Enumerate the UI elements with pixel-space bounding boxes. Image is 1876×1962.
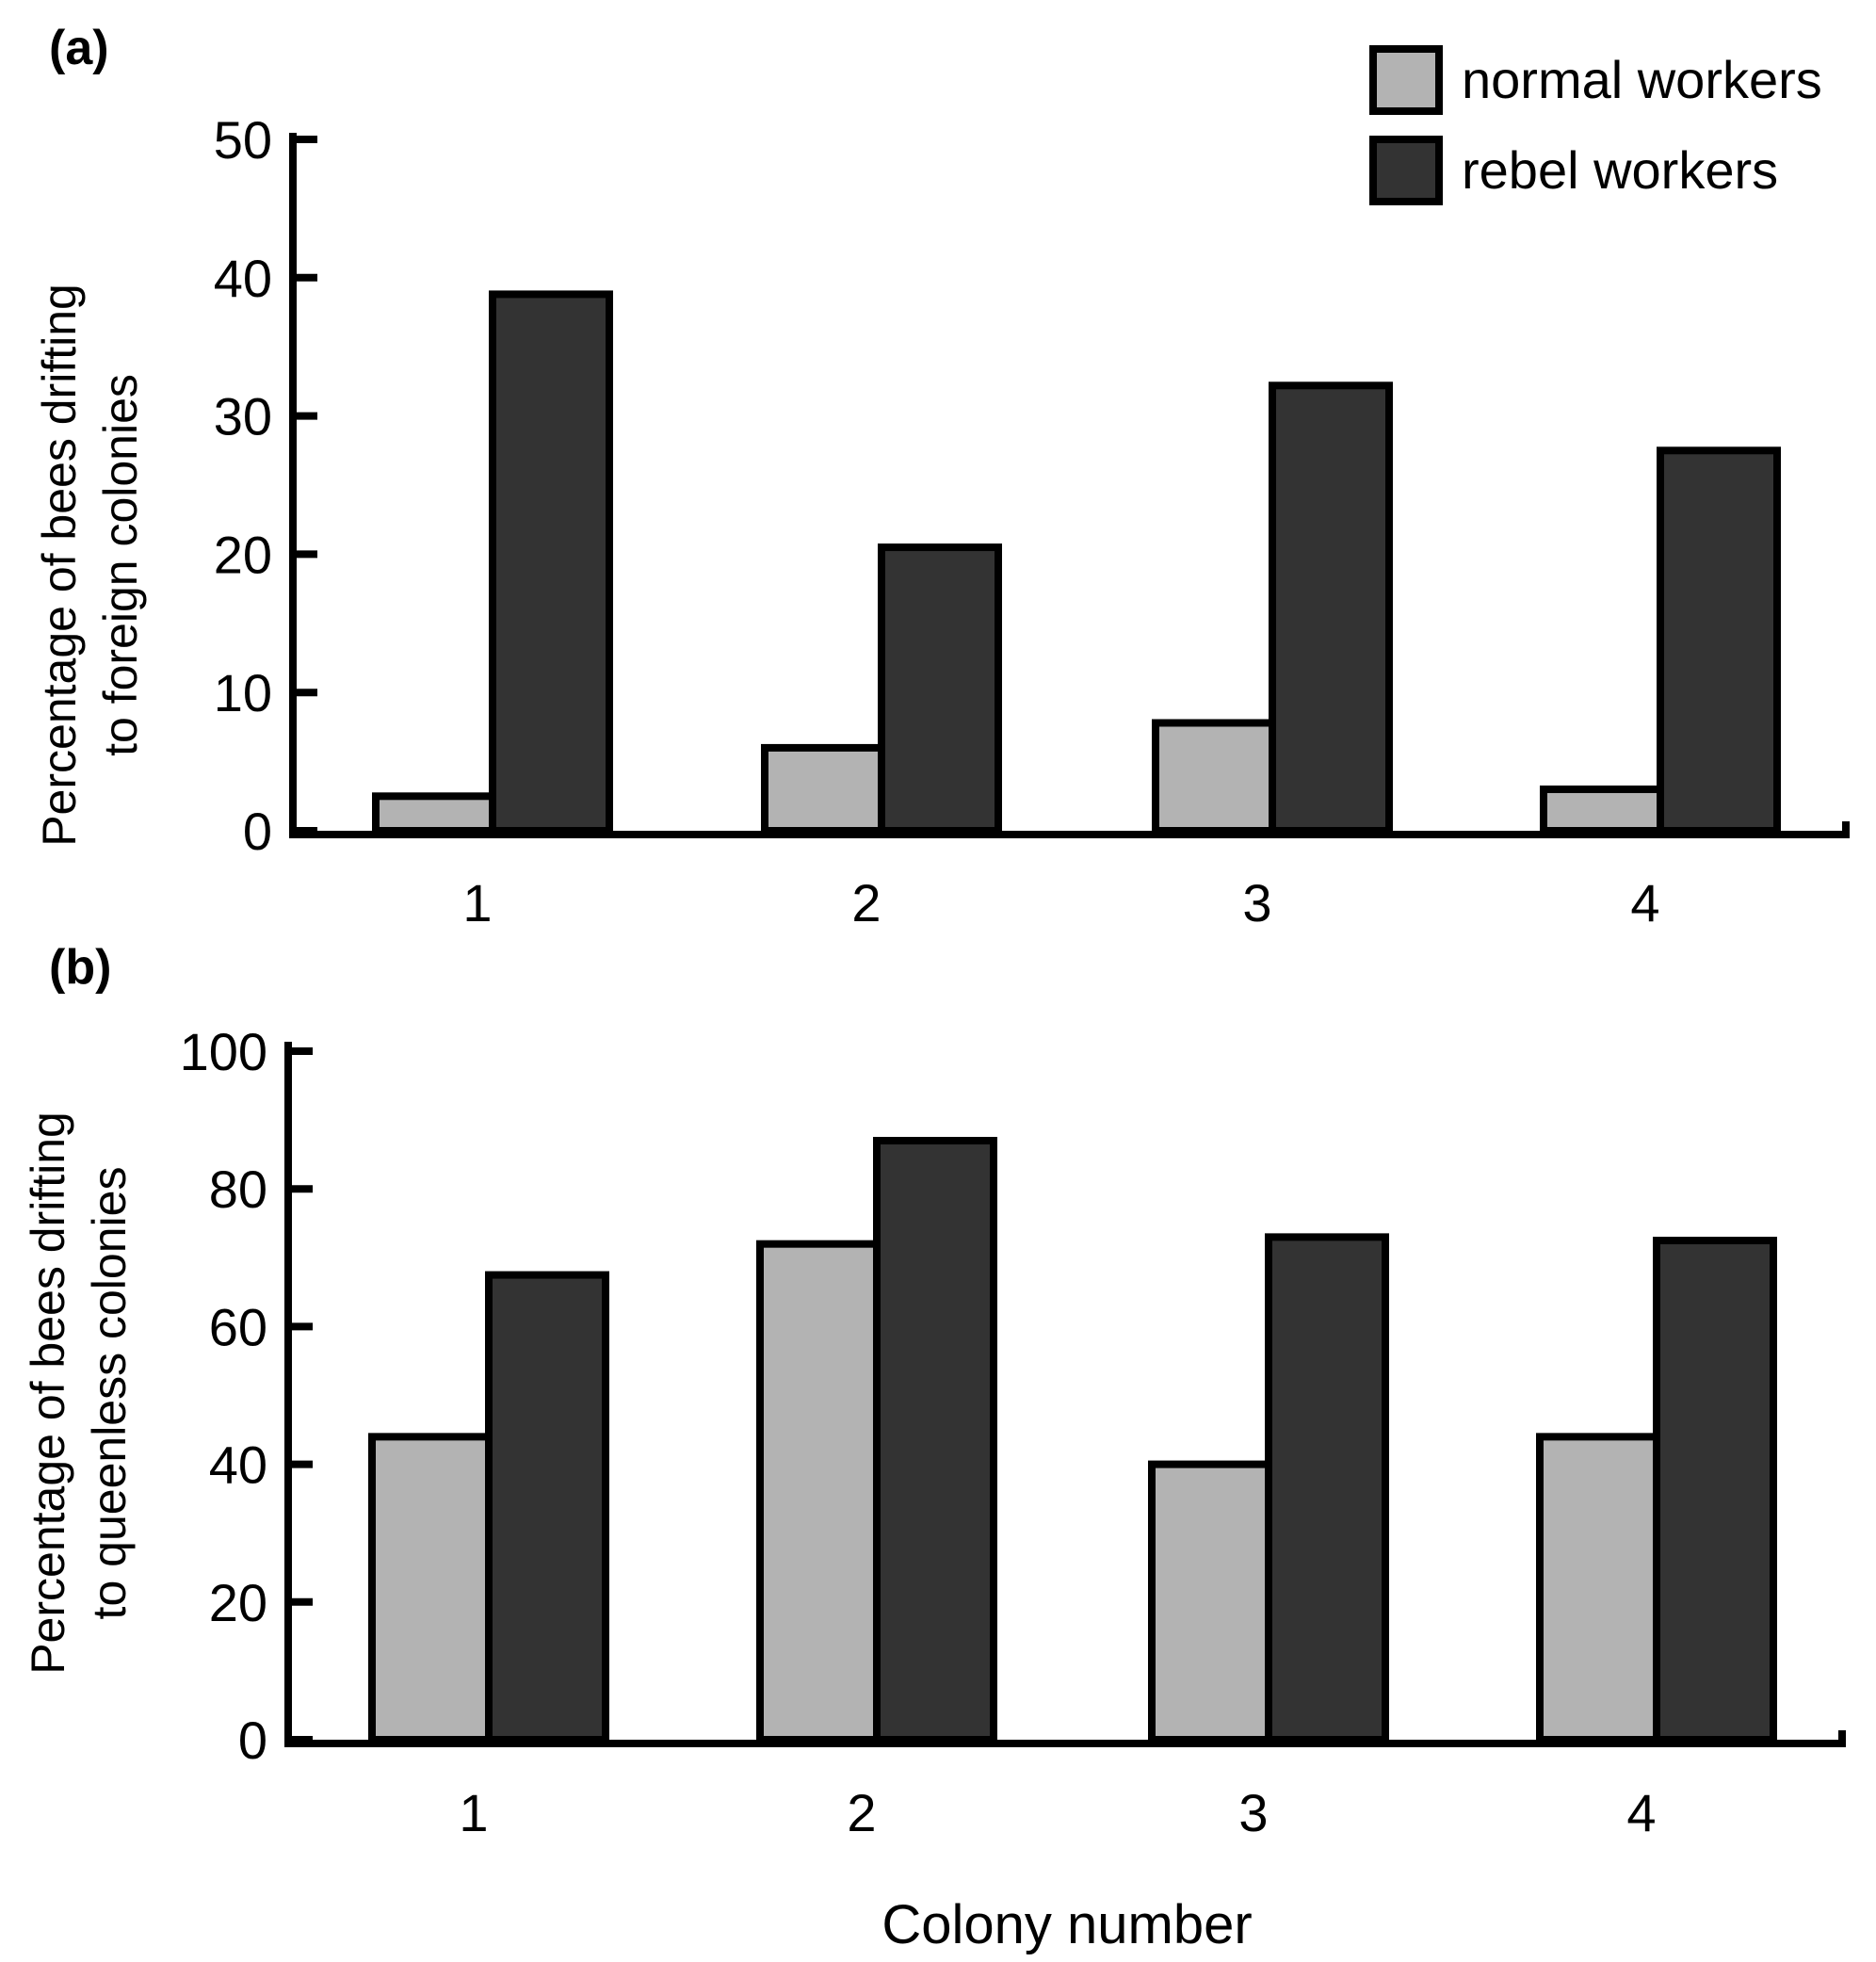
panel-b-bar-normal-colony-2 <box>756 1240 881 1744</box>
panel-a-bar-normal-colony-3 <box>1152 719 1276 835</box>
panel-a-y-tick-label: 0 <box>243 802 272 861</box>
panel-a-bars <box>372 290 1781 835</box>
panel-a-y-tick-label: 40 <box>214 249 272 308</box>
panel-b-bar-rebel-colony-1 <box>485 1271 609 1743</box>
panel-b-bar-normal-colony-1 <box>368 1433 493 1743</box>
panel-a-label: (a) <box>49 21 109 75</box>
panel-a: (a) Percentage of bees drifting to forei… <box>33 21 1850 932</box>
legend: normal workers rebel workers <box>1369 45 1822 205</box>
panel-b-bar-rebel-colony-2 <box>873 1137 997 1743</box>
panel-b-bar-rebel-colony-3 <box>1265 1233 1389 1743</box>
panel-b-bar-normal-colony-3 <box>1148 1460 1272 1743</box>
panel-b-x-tick-label-4: 4 <box>1626 1783 1656 1842</box>
panel-a-y-tick-label: 10 <box>214 663 272 722</box>
panel-a-y-tick-label: 30 <box>214 387 272 446</box>
panel-a-bar-normal-colony-1 <box>372 792 496 835</box>
panel-b-bars <box>368 1137 1777 1744</box>
panel-b-x-tick-label-3: 3 <box>1238 1783 1268 1842</box>
panel-b-y-title-line-2: to queenless colonies <box>83 1167 136 1620</box>
panel-a-y-ticks: 0 10 20 30 40 50 <box>214 110 317 861</box>
legend-swatch-normal <box>1369 45 1443 115</box>
panel-a-y-title-line-1: Percentage of bees drifting <box>33 284 86 847</box>
panel-a-y-title-line-2: to foreign colonies <box>94 374 147 756</box>
panel-b-y-tick-label: 20 <box>209 1573 267 1632</box>
panel-b-y-tick-label: 100 <box>180 1022 267 1081</box>
panel-a-bar-rebel-colony-4 <box>1657 446 1781 835</box>
panel-a-y-axis-title: Percentage of bees drifting to foreign c… <box>33 284 147 847</box>
panel-b-bar-rebel-colony-4 <box>1653 1237 1777 1743</box>
panel-a-bar-rebel-colony-3 <box>1269 381 1393 835</box>
legend-label-normal: normal workers <box>1462 50 1822 109</box>
panel-a-x-ticks: 1 2 3 4 <box>462 873 1659 932</box>
panel-b-y-tick-label: 40 <box>209 1435 267 1495</box>
panel-b-x-tick-label-1: 1 <box>459 1783 488 1842</box>
panel-a-x-tick-label-2: 2 <box>851 873 881 932</box>
panel-a-x-tick-label-3: 3 <box>1242 873 1271 932</box>
panel-b-x-tick-label-2: 2 <box>847 1783 876 1842</box>
panel-a-bar-rebel-colony-1 <box>489 290 613 835</box>
panel-a-bar-normal-colony-4 <box>1540 785 1664 835</box>
panel-b-x-ticks: 1 2 3 4 <box>459 1783 1656 1842</box>
panel-a-y-tick-label: 50 <box>214 110 272 170</box>
panel-a-y-tick-label: 20 <box>214 525 272 584</box>
panel-a-x-tick-label-4: 4 <box>1630 873 1659 932</box>
legend-label-rebel: rebel workers <box>1462 140 1778 200</box>
panel-b-y-tick-label: 0 <box>238 1711 267 1770</box>
panel-b-y-axis-title: Percentage of bees drifting to queenless… <box>22 1111 136 1675</box>
panel-b-bar-normal-colony-4 <box>1536 1433 1660 1743</box>
panel-a-x-tick-label-1: 1 <box>462 873 492 932</box>
panel-b-y-tick-label: 60 <box>209 1297 267 1356</box>
panel-b-x-axis-title: Colony number <box>881 1894 1252 1955</box>
panel-a-bar-normal-colony-2 <box>761 743 885 835</box>
panel-a-bar-rebel-colony-2 <box>878 543 1002 835</box>
panel-b-label: (b) <box>49 940 111 995</box>
panel-b: (b) Percentage of bees drifting to queen… <box>22 940 1846 1955</box>
panel-b-y-title-line-1: Percentage of bees drifting <box>22 1111 74 1675</box>
panel-b-y-ticks: 0 20 40 60 80 100 <box>180 1022 313 1770</box>
legend-swatch-rebel <box>1369 136 1443 205</box>
panel-b-y-tick-label: 80 <box>209 1159 267 1219</box>
